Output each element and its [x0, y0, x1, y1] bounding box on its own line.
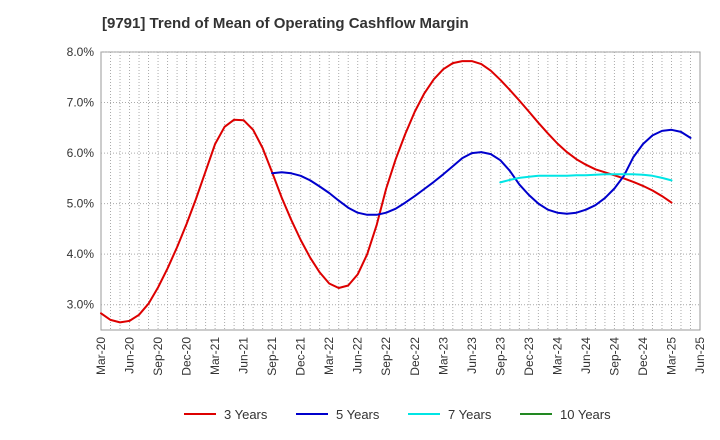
x-tick-label: Sep-23 — [493, 337, 507, 376]
x-tick-label: Jun-21 — [237, 337, 251, 374]
x-tick-label: Jun-23 — [465, 337, 479, 374]
x-tick-label: Mar-21 — [208, 337, 222, 375]
x-tick-label: Dec-23 — [522, 337, 536, 376]
chart-title: [9791] Trend of Mean of Operating Cashfl… — [102, 15, 469, 32]
y-tick-label: 6.0% — [67, 146, 95, 160]
y-tick-label: 7.0% — [67, 96, 95, 110]
x-tick-label: Sep-22 — [379, 337, 393, 376]
x-tick-label: Mar-25 — [664, 337, 678, 375]
x-tick-label: Mar-24 — [550, 337, 564, 375]
x-tick-label: Mar-23 — [436, 337, 450, 375]
x-tick-label: Mar-22 — [322, 337, 336, 375]
y-tick-label: 3.0% — [67, 298, 95, 312]
x-tick-label: Sep-20 — [151, 337, 165, 376]
legend-label-3-years: 3 Years — [224, 407, 268, 422]
legend-label-10-years: 10 Years — [560, 407, 611, 422]
x-tick-label: Dec-20 — [180, 337, 194, 376]
x-tick-label: Sep-24 — [607, 337, 621, 376]
y-tick-label: 5.0% — [67, 197, 95, 211]
legend-label-7-years: 7 Years — [448, 407, 492, 422]
x-tick-label: Dec-22 — [408, 337, 422, 376]
x-tick-label: Jun-24 — [579, 337, 593, 374]
x-tick-label: Dec-24 — [636, 337, 650, 376]
x-tick-label: Jun-25 — [693, 337, 707, 374]
series-line-7-years — [499, 173, 673, 184]
x-tick-label: Jun-22 — [351, 337, 365, 374]
y-tick-label: 4.0% — [67, 247, 95, 261]
plot-area — [100, 51, 701, 331]
y-tick-label: 8.0% — [67, 45, 95, 59]
x-tick-label: Dec-21 — [294, 337, 308, 376]
x-tick-label: Sep-21 — [265, 337, 279, 376]
x-tick-label: Mar-20 — [94, 337, 108, 375]
legend-label-5-years: 5 Years — [336, 407, 380, 422]
series-line-5-years — [271, 128, 692, 216]
series-line-3-years — [100, 60, 673, 324]
x-tick-label: Jun-20 — [123, 337, 137, 374]
